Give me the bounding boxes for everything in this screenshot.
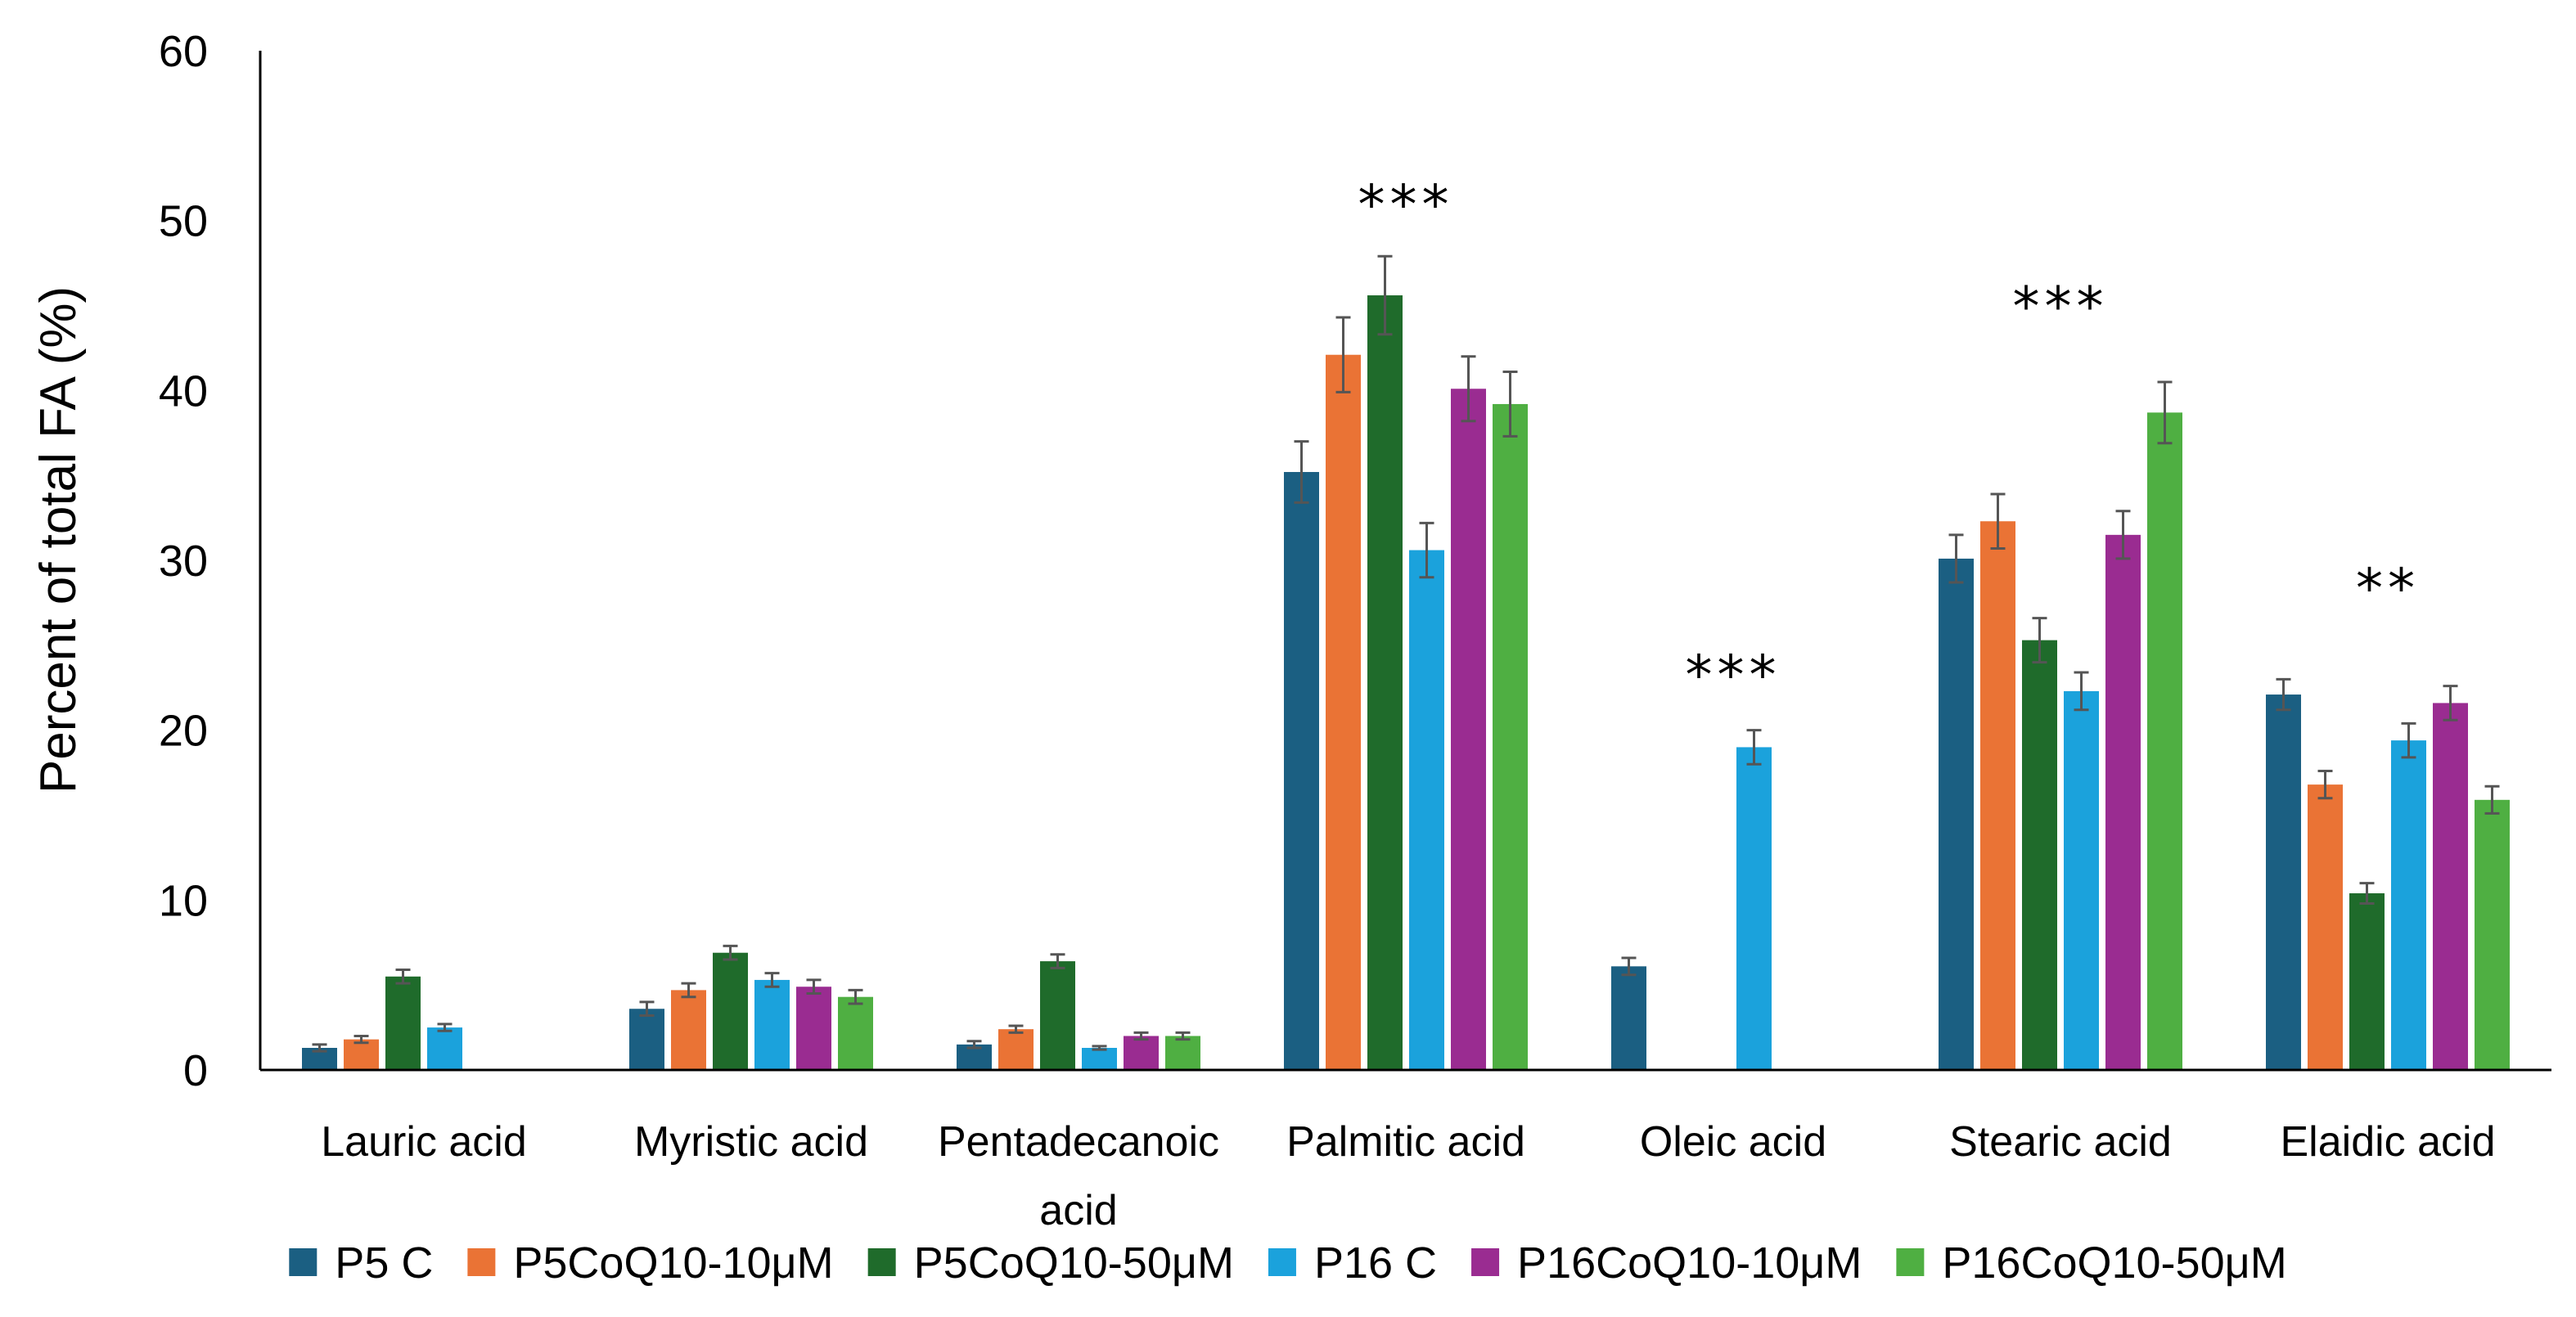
bar bbox=[1082, 1048, 1117, 1070]
x-category-label: Stearic acid bbox=[1949, 1118, 2172, 1166]
bar bbox=[998, 1029, 1034, 1070]
legend-swatch bbox=[289, 1248, 317, 1276]
y-axis-title: Percent of total FA (%) bbox=[30, 286, 87, 793]
bar bbox=[2391, 740, 2426, 1070]
x-category-label: Palmitic acid bbox=[1286, 1118, 1525, 1166]
bar bbox=[2349, 893, 2385, 1070]
y-axis-title-group: Percent of total FA (%) bbox=[30, 286, 87, 793]
significance-marker: *** bbox=[2013, 276, 2109, 339]
bar bbox=[2022, 640, 2057, 1070]
x-category-label: Oleic acid bbox=[1640, 1118, 1826, 1166]
bar bbox=[1284, 472, 1319, 1070]
bar bbox=[1736, 747, 1772, 1070]
bar bbox=[1493, 403, 1528, 1070]
legend-label: P16 C bbox=[1314, 1238, 1437, 1288]
bar bbox=[2064, 690, 2099, 1070]
bar bbox=[2308, 784, 2343, 1070]
bar bbox=[796, 987, 831, 1070]
bar bbox=[2433, 703, 2468, 1070]
bar bbox=[427, 1027, 462, 1070]
bar bbox=[1939, 558, 1974, 1070]
bar bbox=[754, 979, 790, 1070]
bar bbox=[1611, 966, 1646, 1070]
bar bbox=[1040, 961, 1075, 1070]
x-category-label: Elaidic acid bbox=[2280, 1118, 2495, 1166]
x-category-label: Lauric acid bbox=[321, 1118, 526, 1166]
bar bbox=[713, 952, 748, 1070]
y-tick-label: 60 bbox=[159, 27, 208, 76]
significance-marker: *** bbox=[1686, 644, 1781, 707]
x-category-label: Myristic acid bbox=[634, 1118, 868, 1166]
legend-swatch bbox=[1268, 1248, 1296, 1276]
significance-marker: *** bbox=[1358, 173, 1454, 236]
y-tick-label: 10 bbox=[159, 876, 208, 925]
legend: P5 C P5CoQ10-10μM P5CoQ10-50μM P16 C P16CoQ1… bbox=[289, 1238, 2287, 1288]
y-tick-label: 50 bbox=[159, 197, 208, 246]
y-tick-label: 30 bbox=[159, 537, 208, 586]
legend-label: P5CoQ10-10μM bbox=[513, 1238, 833, 1288]
legend-label: P16CoQ10-50μM bbox=[1942, 1238, 2286, 1288]
bar bbox=[1409, 550, 1444, 1070]
error-bars-group bbox=[312, 254, 2500, 1053]
bar bbox=[629, 1009, 664, 1070]
bar bbox=[385, 976, 421, 1070]
legend-swatch bbox=[467, 1248, 496, 1276]
x-category-label: Pentadecanoic acid bbox=[938, 1118, 1219, 1234]
bar bbox=[1980, 521, 2015, 1070]
bar bbox=[838, 996, 873, 1070]
category-labels: Lauric acid Myristic acid Pentadecanoic aci… bbox=[321, 1118, 2495, 1234]
y-axis-ticks: 0 10 20 30 40 50 60 bbox=[159, 27, 208, 1095]
bar bbox=[2266, 694, 2301, 1070]
legend-swatch bbox=[1896, 1248, 1925, 1276]
legend-swatch bbox=[1471, 1248, 1500, 1276]
significance-marker: ** bbox=[2356, 557, 2420, 620]
bar bbox=[2105, 534, 2141, 1070]
legend-label: P5CoQ10-50μM bbox=[914, 1238, 1234, 1288]
bar bbox=[1451, 389, 1486, 1070]
bar bbox=[1165, 1036, 1200, 1070]
bar bbox=[2147, 412, 2182, 1071]
bar bbox=[1326, 354, 1361, 1070]
legend-label: P16CoQ10-10μM bbox=[1517, 1238, 1862, 1288]
legend-swatch bbox=[867, 1248, 896, 1276]
y-tick-label: 40 bbox=[159, 366, 208, 416]
bar bbox=[671, 990, 706, 1070]
bar bbox=[2475, 799, 2510, 1070]
y-tick-label: 20 bbox=[159, 707, 208, 756]
bars-group bbox=[302, 295, 2510, 1071]
legend-label: P5 C bbox=[335, 1238, 433, 1288]
bar bbox=[1124, 1036, 1159, 1070]
y-tick-label: 0 bbox=[183, 1046, 208, 1095]
bar bbox=[1367, 295, 1403, 1070]
significance-annotations: *********** bbox=[1358, 173, 2420, 707]
bar bbox=[344, 1039, 379, 1070]
axes-group bbox=[259, 51, 2551, 1072]
